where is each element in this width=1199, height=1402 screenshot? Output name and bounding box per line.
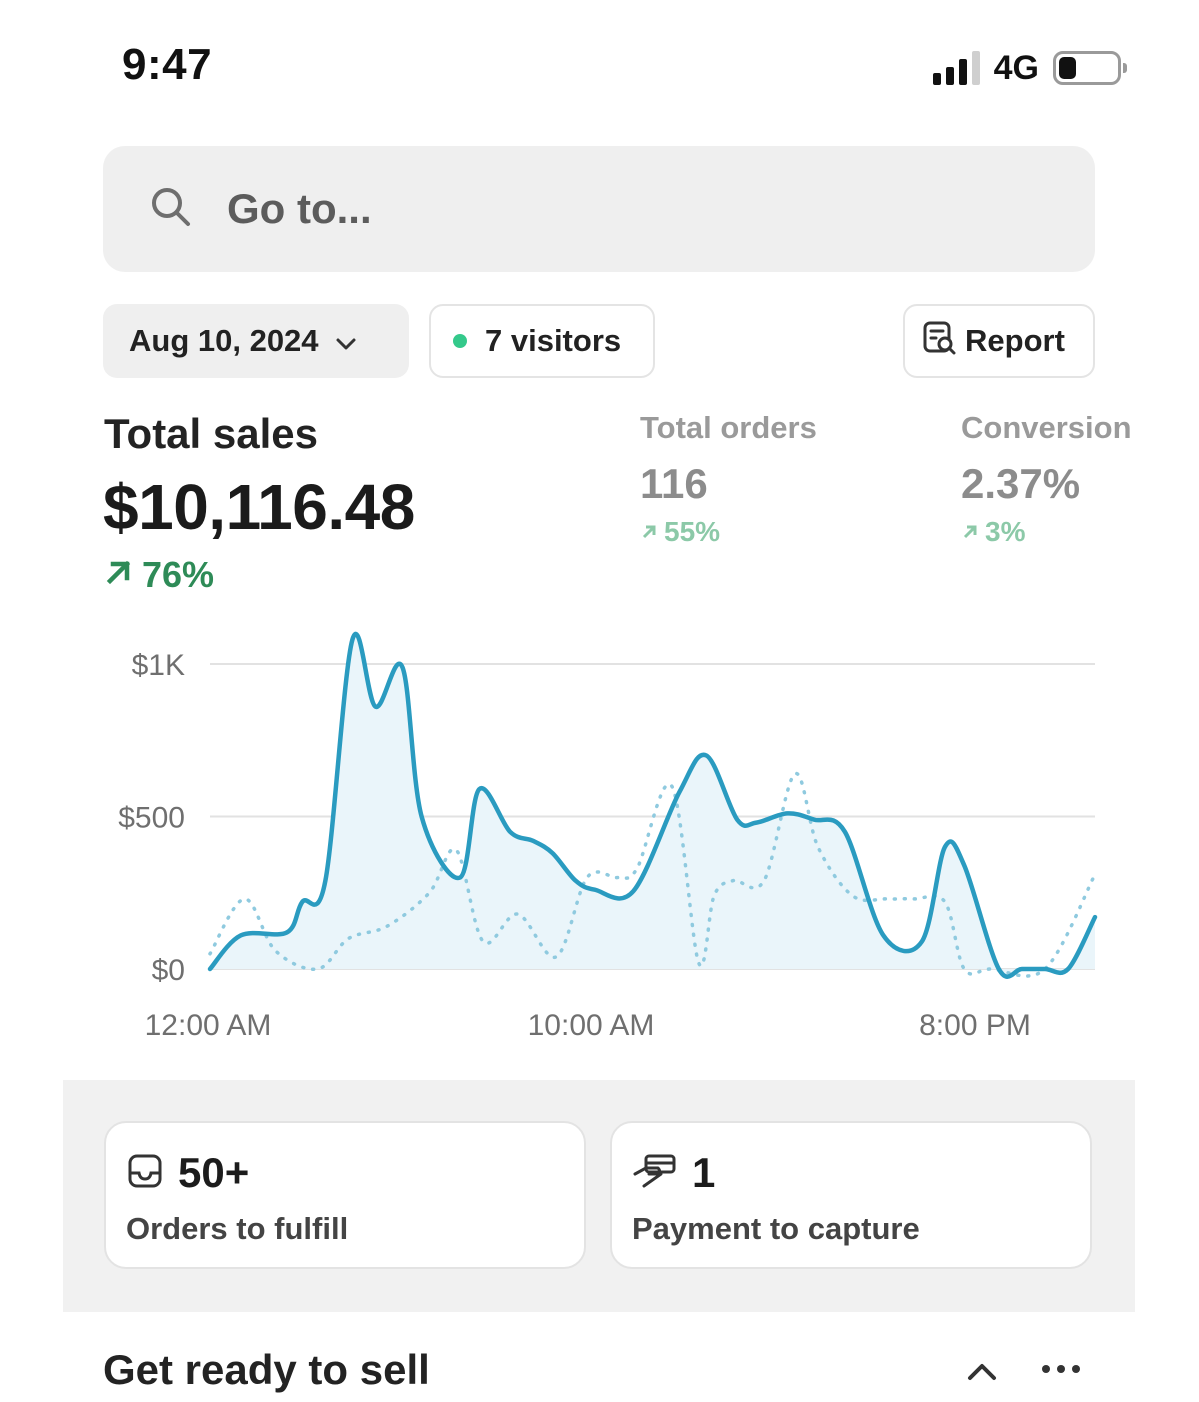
chevron-up-icon	[962, 1364, 1002, 1392]
payment-to-capture-label: Payment to capture	[632, 1211, 920, 1246]
report-label: Report	[965, 323, 1065, 358]
orders-to-fulfill-count: 50+	[178, 1149, 250, 1196]
search-bar[interactable]: Go to...	[103, 146, 1095, 272]
y-tick-label: $1K	[132, 649, 185, 682]
collapse-button[interactable]	[962, 1352, 1002, 1388]
orders-to-fulfill-card[interactable]: 50+ Orders to fulfill	[104, 1121, 586, 1269]
total-sales-value: $10,116.48	[103, 471, 415, 543]
search-placeholder: Go to...	[227, 185, 372, 232]
chevron-down-icon	[335, 323, 357, 359]
conversion-metric[interactable]: Conversion 2.37% 3%	[961, 410, 1199, 548]
y-tick-label: $500	[118, 802, 185, 835]
total-sales-change: 76%	[104, 554, 214, 596]
payment-to-capture-count: 1	[692, 1149, 716, 1196]
inbox-icon	[126, 1152, 164, 1195]
live-visitors-button[interactable]: 7 visitors	[429, 304, 655, 378]
arrow-up-right-icon	[961, 516, 979, 548]
current-period-area	[210, 633, 1095, 977]
total-sales-label: Total sales	[104, 410, 318, 457]
conversion-change-value: 3%	[985, 516, 1026, 547]
total-sales-change-value: 76%	[142, 554, 215, 595]
arrow-up-right-icon	[640, 516, 658, 548]
y-tick-label: $0	[152, 954, 185, 987]
payment-hand-icon	[632, 1152, 678, 1195]
x-tick-label: 10:00 AM	[528, 1009, 655, 1042]
visitors-label: 7 visitors	[485, 323, 622, 358]
previous-period-line	[208, 772, 1097, 978]
current-period-line	[207, 631, 1098, 979]
more-options-button[interactable]	[1042, 1354, 1092, 1384]
conversion-label: Conversion	[961, 410, 1132, 445]
more-dot	[1072, 1365, 1080, 1373]
network-type: 4G	[993, 48, 1039, 87]
battery-icon	[1053, 51, 1127, 85]
signal-icon	[932, 51, 980, 85]
date-label: Aug 10, 2024	[129, 323, 319, 358]
x-tick-label: 8:00 PM	[919, 1009, 1031, 1042]
date-picker-button[interactable]: Aug 10, 2024	[103, 304, 409, 378]
orders-to-fulfill-label: Orders to fulfill	[126, 1211, 349, 1246]
status-icons: 4G	[932, 46, 1127, 90]
payment-to-capture-card[interactable]: 1 Payment to capture	[610, 1121, 1092, 1269]
total-orders-label: Total orders	[640, 410, 817, 445]
sales-line-chart[interactable]: $1K $500 $0 12:00 AM 10:00 AM 8:00 PM	[0, 620, 1199, 1060]
conversion-value: 2.37%	[961, 460, 1081, 507]
total-orders-value: 116	[640, 460, 708, 507]
report-button[interactable]: Report	[903, 304, 1095, 378]
more-dot	[1057, 1365, 1065, 1373]
total-orders-change: 55%	[640, 516, 817, 548]
section-title: Get ready to sell	[103, 1346, 430, 1393]
report-icon	[921, 319, 957, 363]
status-time: 9:47	[122, 40, 213, 89]
conversion-change: 3%	[961, 516, 1199, 548]
more-dot	[1042, 1365, 1050, 1373]
arrow-up-right-icon	[104, 554, 134, 596]
total-orders-change-value: 55%	[664, 516, 721, 547]
total-orders-metric[interactable]: Total orders 116 55%	[640, 410, 817, 548]
live-indicator-dot	[453, 334, 467, 348]
search-icon	[149, 185, 193, 234]
x-tick-label: 12:00 AM	[145, 1009, 272, 1042]
